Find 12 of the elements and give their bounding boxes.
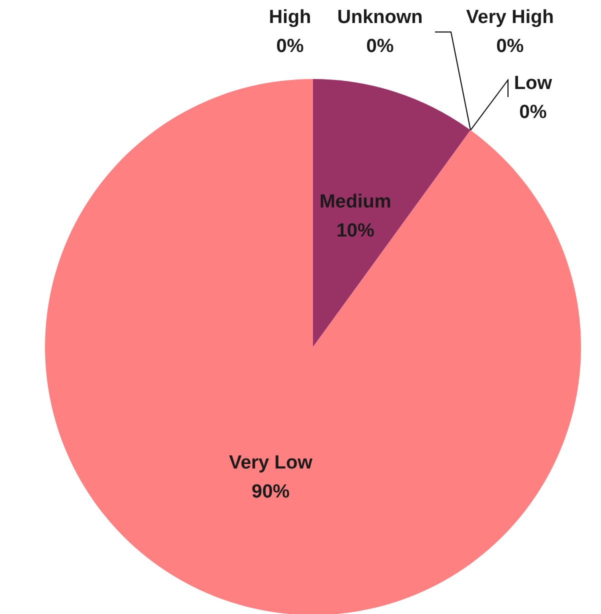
slice-label: Very Low xyxy=(228,452,313,474)
slice-label: Medium xyxy=(319,192,392,213)
category-label: High xyxy=(268,7,312,28)
category-label: Low xyxy=(514,73,552,94)
data-label: 90% xyxy=(252,481,290,502)
text: 0% xyxy=(366,36,394,57)
text: 0% xyxy=(519,102,547,123)
category-label: Very High xyxy=(466,7,554,28)
text: 0% xyxy=(496,36,524,57)
category-label: Unknown xyxy=(337,7,423,28)
data-label: 10% xyxy=(336,220,374,242)
text: 0% xyxy=(276,36,304,57)
